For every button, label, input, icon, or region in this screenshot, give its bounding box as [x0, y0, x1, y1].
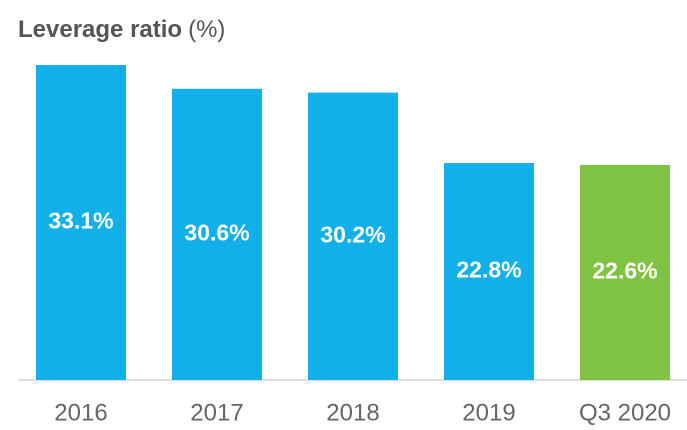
x-tick-label: 2019 — [462, 399, 515, 426]
chart-title: Leverage ratio (%) — [18, 16, 225, 43]
title: Leverage ratio — [18, 16, 182, 43]
x-tick-label: Q3 2020 — [579, 399, 671, 426]
subtitle: (%) — [188, 16, 225, 43]
value-label: 22.8% — [456, 257, 521, 283]
x-tick-label: 2018 — [326, 399, 379, 426]
value-label: 33.1% — [48, 208, 113, 234]
bar — [580, 164, 670, 380]
value-label: 30.2% — [320, 221, 385, 247]
x-tick-label: 2016 — [54, 399, 107, 426]
bar — [172, 88, 262, 381]
bar — [308, 92, 398, 380]
value-label: 30.6% — [184, 219, 249, 245]
value-label: 22.6% — [592, 258, 657, 284]
x-tick-label: 2017 — [190, 399, 243, 426]
bar — [36, 65, 126, 380]
bar — [444, 163, 534, 380]
